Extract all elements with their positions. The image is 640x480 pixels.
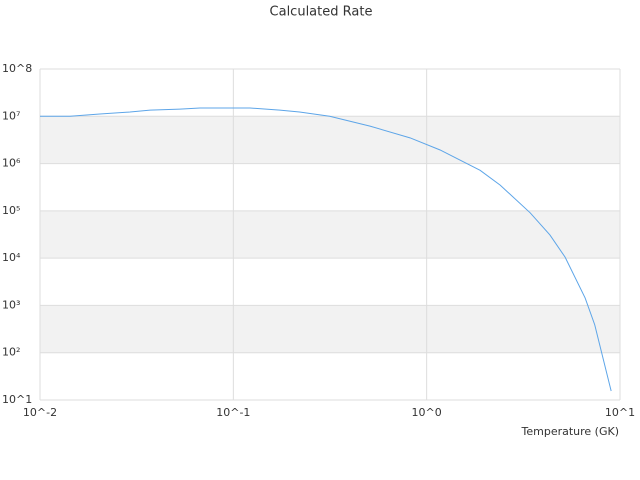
- chart-title: Calculated Rate: [270, 5, 373, 20]
- y-tick-label: 10^1: [2, 393, 32, 406]
- y-tick-label: 10^8: [2, 62, 32, 75]
- y-tick-label: 10⁵: [2, 204, 20, 217]
- x-tick-label: 10^1: [605, 406, 635, 419]
- x-tick-label: 10^-1: [216, 406, 250, 419]
- grid-band: [40, 116, 620, 164]
- y-tick-label: 10³: [2, 298, 20, 311]
- x-tick-label: 10^-2: [23, 406, 57, 419]
- grid-band: [40, 305, 620, 353]
- x-tick-label: 10^0: [412, 406, 442, 419]
- y-tick-label: 10²: [2, 346, 20, 359]
- y-tick-label: 10⁴: [2, 251, 21, 264]
- x-axis-label: Temperature (GK): [521, 425, 620, 438]
- grid-band: [40, 210, 620, 259]
- y-tick-label: 10⁷: [2, 109, 20, 122]
- y-tick-label: 10⁶: [2, 157, 21, 170]
- data-line: [40, 107, 612, 392]
